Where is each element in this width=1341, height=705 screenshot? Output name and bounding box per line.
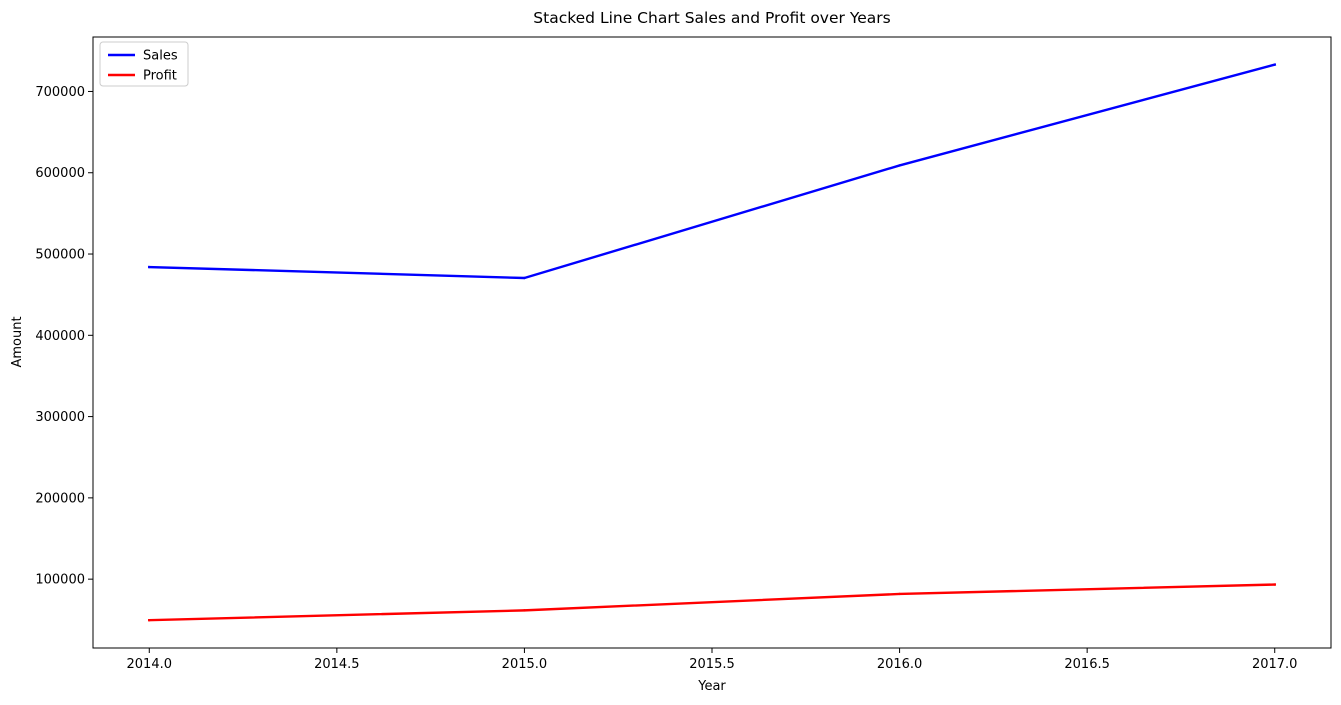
y-tick-label: 500000 [35, 248, 85, 263]
y-axis: 100000 200000 300000 400000 500000 600000 7000… [35, 85, 93, 588]
series-line-profit [148, 583, 1276, 622]
x-tick-label: 2015.5 [689, 657, 735, 672]
legend-label-profit: Profit [143, 69, 177, 84]
x-axis: 2014.0 2014.5 2015.0 2015.5 2016.0 2016.5 2017… [127, 648, 1298, 672]
data-point-profit-3 [1273, 583, 1276, 586]
y-tick-label: 700000 [35, 85, 85, 100]
x-tick-label: 2014.0 [127, 657, 173, 672]
data-point-sales-1 [523, 276, 526, 280]
x-tick-label: 2016.5 [1064, 657, 1110, 672]
legend: Sales Profit [99, 41, 189, 87]
x-tick-label: 2015.0 [502, 657, 548, 672]
x-tick-label: 2014.5 [314, 657, 360, 672]
y-tick-label: 200000 [35, 491, 85, 506]
x-tick-label: 2016.0 [877, 657, 923, 672]
data-point-profit-1 [523, 609, 526, 612]
chart-title: Stacked Line Chart Sales and Profit over… [533, 9, 890, 27]
y-tick-label: 100000 [35, 573, 85, 588]
series-line-sales [148, 63, 1277, 280]
data-point-sales-0 [148, 265, 151, 269]
x-axis-label: Year [697, 679, 726, 694]
data-point-sales-2 [898, 164, 901, 167]
y-tick-label: 300000 [35, 410, 85, 425]
y-axis-label: Amount [10, 316, 25, 367]
data-point-profit-0 [148, 619, 151, 622]
y-tick-label: 400000 [35, 329, 85, 344]
y-tick-label: 600000 [35, 166, 85, 181]
legend-label-sales: Sales [143, 49, 178, 64]
x-tick-label: 2017.0 [1252, 657, 1298, 672]
data-point-sales-3 [1273, 63, 1276, 66]
data-point-profit-2 [898, 592, 901, 596]
